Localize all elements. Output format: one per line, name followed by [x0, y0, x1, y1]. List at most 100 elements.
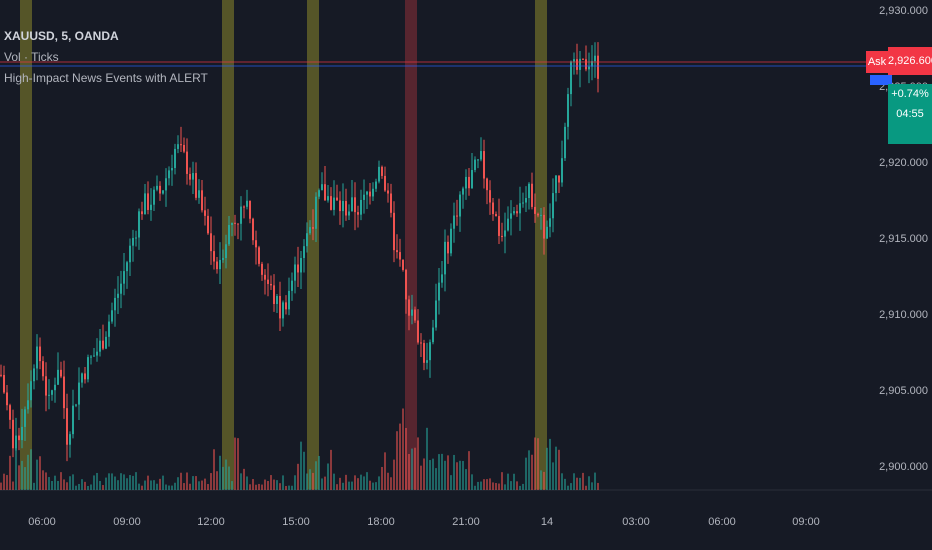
- volume-bar: [417, 437, 419, 490]
- volume-bar: [132, 475, 134, 490]
- candle-body: [552, 193, 554, 219]
- price-axis[interactable]: 2,930.0002,925.0002,920.0002,915.0002,91…: [879, 5, 928, 473]
- candle-body: [417, 320, 419, 343]
- volume-bar: [87, 485, 89, 490]
- candle-body: [558, 175, 560, 183]
- candle-body: [177, 144, 179, 149]
- candle-body: [366, 191, 368, 195]
- volume-bar: [459, 460, 461, 490]
- candle-body: [129, 245, 131, 263]
- volume-bar: [291, 485, 293, 490]
- candle-body: [483, 151, 485, 179]
- volume-bar: [468, 451, 470, 490]
- volume-bar: [471, 474, 473, 490]
- candle-body: [36, 346, 38, 369]
- volume-bar: [165, 484, 167, 490]
- volume-bar: [432, 458, 434, 490]
- volume-bar: [366, 472, 368, 490]
- candle-body: [54, 384, 56, 391]
- volume-bar: [63, 479, 65, 490]
- volume-bar: [276, 480, 278, 490]
- volume-bar: [420, 465, 422, 490]
- candle-body: [12, 419, 14, 449]
- change-percent: +0.74%: [891, 88, 929, 100]
- volume-bar: [213, 449, 215, 490]
- volume-bar: [492, 482, 494, 490]
- volume-bar: [138, 483, 140, 490]
- time-axis[interactable]: 06:00 09:00 12:00 15:00 18:00 21:00 14 03:00 06:…: [28, 516, 820, 528]
- volume-bar: [408, 453, 410, 490]
- candle-body: [339, 200, 341, 212]
- chart-legend: XAUUSD, 5, OANDA Vol · Ticks High-Impact…: [4, 26, 208, 89]
- volume-bar: [300, 441, 302, 490]
- candle-body: [105, 336, 107, 349]
- time-axis-label: 09:00: [792, 516, 820, 528]
- candle-body: [84, 373, 86, 380]
- volume-bar: [573, 473, 575, 490]
- volume-bar: [111, 473, 113, 490]
- candle-body: [372, 188, 374, 197]
- volume-bar: [327, 463, 329, 490]
- volume-bar: [504, 484, 506, 490]
- candle-body: [42, 361, 44, 377]
- candle-body: [294, 264, 296, 281]
- volume-bar: [552, 462, 554, 490]
- volume-bar: [342, 482, 344, 490]
- candle-body: [471, 169, 473, 189]
- volume-bar: [249, 484, 251, 490]
- price-axis-label: 2,905.000: [879, 385, 928, 397]
- volume-bar: [429, 460, 431, 490]
- candle-body: [330, 196, 332, 210]
- volume-bar: [222, 466, 224, 490]
- volume-bar: [501, 472, 503, 490]
- candle-body: [114, 297, 116, 311]
- candle-body: [300, 258, 302, 273]
- volume-bar: [324, 476, 326, 490]
- volume-bar: [225, 459, 227, 490]
- news-indicator-label[interactable]: High-Impact News Events with ALERT: [4, 71, 208, 85]
- time-axis-label: 14: [541, 516, 553, 528]
- volume-bar: [207, 484, 209, 490]
- candle-body: [99, 340, 101, 352]
- volume-bar: [354, 475, 356, 490]
- volume-bar: [435, 468, 437, 490]
- candle-body: [249, 200, 251, 219]
- volume-bar: [360, 474, 362, 490]
- candle-body: [81, 373, 83, 383]
- volume-bar: [396, 431, 398, 490]
- time-axis-label: 09:00: [113, 516, 141, 528]
- volume-bar: [240, 473, 242, 490]
- candle-body: [348, 211, 350, 216]
- candle-body: [414, 309, 416, 321]
- time-axis-label: 06:00: [28, 516, 56, 528]
- candle-body: [24, 409, 26, 427]
- candle-body: [6, 392, 8, 406]
- candle-body: [459, 194, 461, 217]
- candle-body: [534, 206, 536, 214]
- candle-body: [63, 376, 65, 409]
- candle-body: [309, 227, 311, 234]
- candle-body: [507, 218, 509, 231]
- candlesticks: [0, 42, 599, 462]
- candle-body: [387, 190, 389, 194]
- candle-body: [201, 190, 203, 211]
- candle-body: [117, 293, 119, 298]
- time-axis-label: 21:00: [452, 516, 480, 528]
- news-event-band: [405, 0, 417, 490]
- candle-body: [264, 274, 266, 280]
- candle-body: [288, 290, 290, 310]
- volume-bar: [378, 476, 380, 490]
- volume-bar: [288, 485, 290, 490]
- volume-indicator-label[interactable]: Vol · Ticks: [4, 50, 59, 64]
- volume-bar: [12, 481, 14, 490]
- volume-bar: [273, 479, 275, 490]
- volume-bar: [306, 473, 308, 490]
- symbol-title[interactable]: XAUUSD, 5, OANDA: [4, 29, 119, 43]
- volume-bar: [297, 463, 299, 490]
- volume-bar: [321, 478, 323, 490]
- candle-body: [252, 218, 254, 241]
- volume-bar: [339, 477, 341, 490]
- volume-bar: [426, 427, 428, 490]
- volume-bar: [414, 447, 416, 490]
